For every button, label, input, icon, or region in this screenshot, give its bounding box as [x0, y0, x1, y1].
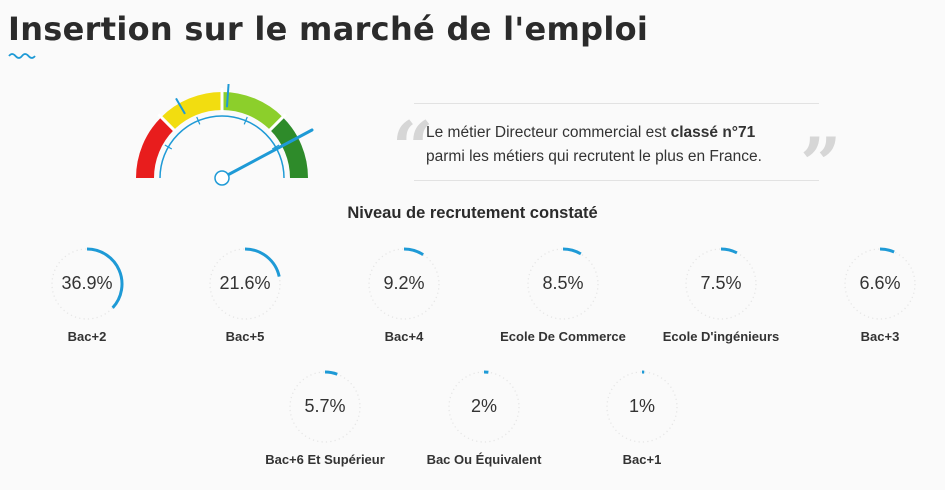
gauge-pivot: [214, 170, 230, 186]
donut-item: [368, 247, 440, 320]
ranking-quote-text: Le métier Directeur commercial est class…: [426, 121, 796, 169]
gauge-inner-arc: [159, 115, 285, 179]
donut-item: [685, 247, 757, 320]
page-title: Insertion sur le marché de l'emploi: [8, 10, 649, 48]
donut-arc: [562, 247, 582, 256]
quote-close-icon: ”: [800, 121, 842, 206]
donut-value-label: 8.5%: [542, 273, 584, 293]
quote-rank: classé n°71: [670, 124, 756, 141]
donut-track: [527, 248, 599, 320]
donut-arc: [86, 247, 124, 309]
donut-category-label: Bac+5: [225, 329, 265, 344]
gauge-outer-tick: [225, 84, 230, 108]
gauge-tick: [196, 116, 201, 125]
donut-value-label: 5.7%: [304, 396, 346, 416]
donut-arc: [244, 247, 281, 277]
gauge-segment: [222, 92, 283, 130]
donut-category-label: Bac+2: [67, 329, 107, 344]
donut-value-label: 36.9%: [61, 273, 113, 293]
donut-item: [448, 370, 520, 443]
donut-track: [448, 371, 520, 443]
donut-track: [844, 248, 916, 320]
donut-arc: [879, 247, 895, 254]
title-underline-decoration: [8, 53, 36, 59]
donut-value-label: 7.5%: [700, 273, 742, 293]
donut-track: [685, 248, 757, 320]
donut-category-label: Bac+3: [860, 329, 900, 344]
donut-category-label: Ecole De Commerce: [500, 329, 626, 344]
gauge-segment: [161, 92, 222, 130]
donut-value-label: 1%: [628, 396, 655, 416]
gauge-segment: [270, 117, 308, 178]
gauge-divider: [157, 113, 177, 133]
donut-category-label: Ecole D'ingénieurs: [662, 329, 780, 344]
donut-arc: [720, 247, 738, 255]
donut-item: [209, 247, 281, 320]
gauge-outer-tick: [175, 97, 186, 115]
gauge-ticks: [157, 84, 287, 150]
donut-track: [209, 248, 281, 320]
gauge-tick: [271, 144, 280, 150]
donut-arc: [403, 247, 424, 256]
donut-value-label: 6.6%: [859, 273, 901, 293]
donut-value-label: 21.6%: [219, 273, 271, 293]
donut-track: [606, 371, 678, 443]
donut-track: [289, 371, 361, 443]
donut-item: [51, 247, 124, 320]
chart-title: Niveau de recrutement constaté: [347, 204, 598, 222]
quote-text-before: Le métier Directeur commercial est: [426, 124, 671, 141]
donut-category-label: Bac Ou Équivalent: [426, 452, 542, 467]
gauge-needle: [220, 128, 314, 180]
gauge-tick: [243, 116, 248, 125]
donut-item: [844, 247, 916, 320]
donut-track: [368, 248, 440, 320]
donut-item: [527, 247, 599, 320]
donut-item: [289, 370, 361, 443]
gauge-divider: [267, 113, 287, 133]
recruitment-gauge: [136, 84, 314, 186]
donut-value-label: 9.2%: [383, 273, 425, 293]
donut-value-label: 2%: [470, 396, 497, 416]
quote-open-icon: “: [392, 105, 434, 190]
donut-arc: [324, 370, 338, 376]
quote-text-after: parmi les métiers qui recrutent le plus …: [426, 148, 762, 165]
donut-category-label: Bac+4: [384, 329, 424, 344]
gauge-tick: [164, 144, 173, 150]
ranking-quote: “ Le métier Directeur commercial est cla…: [392, 103, 841, 200]
donut-category-label: Bac+1: [622, 452, 662, 467]
gauge-segments: [136, 92, 308, 178]
gauge-segment: [136, 117, 174, 178]
donut-category-label: Bac+6 Et Supérieur: [265, 452, 385, 467]
donut-item: [606, 370, 678, 443]
